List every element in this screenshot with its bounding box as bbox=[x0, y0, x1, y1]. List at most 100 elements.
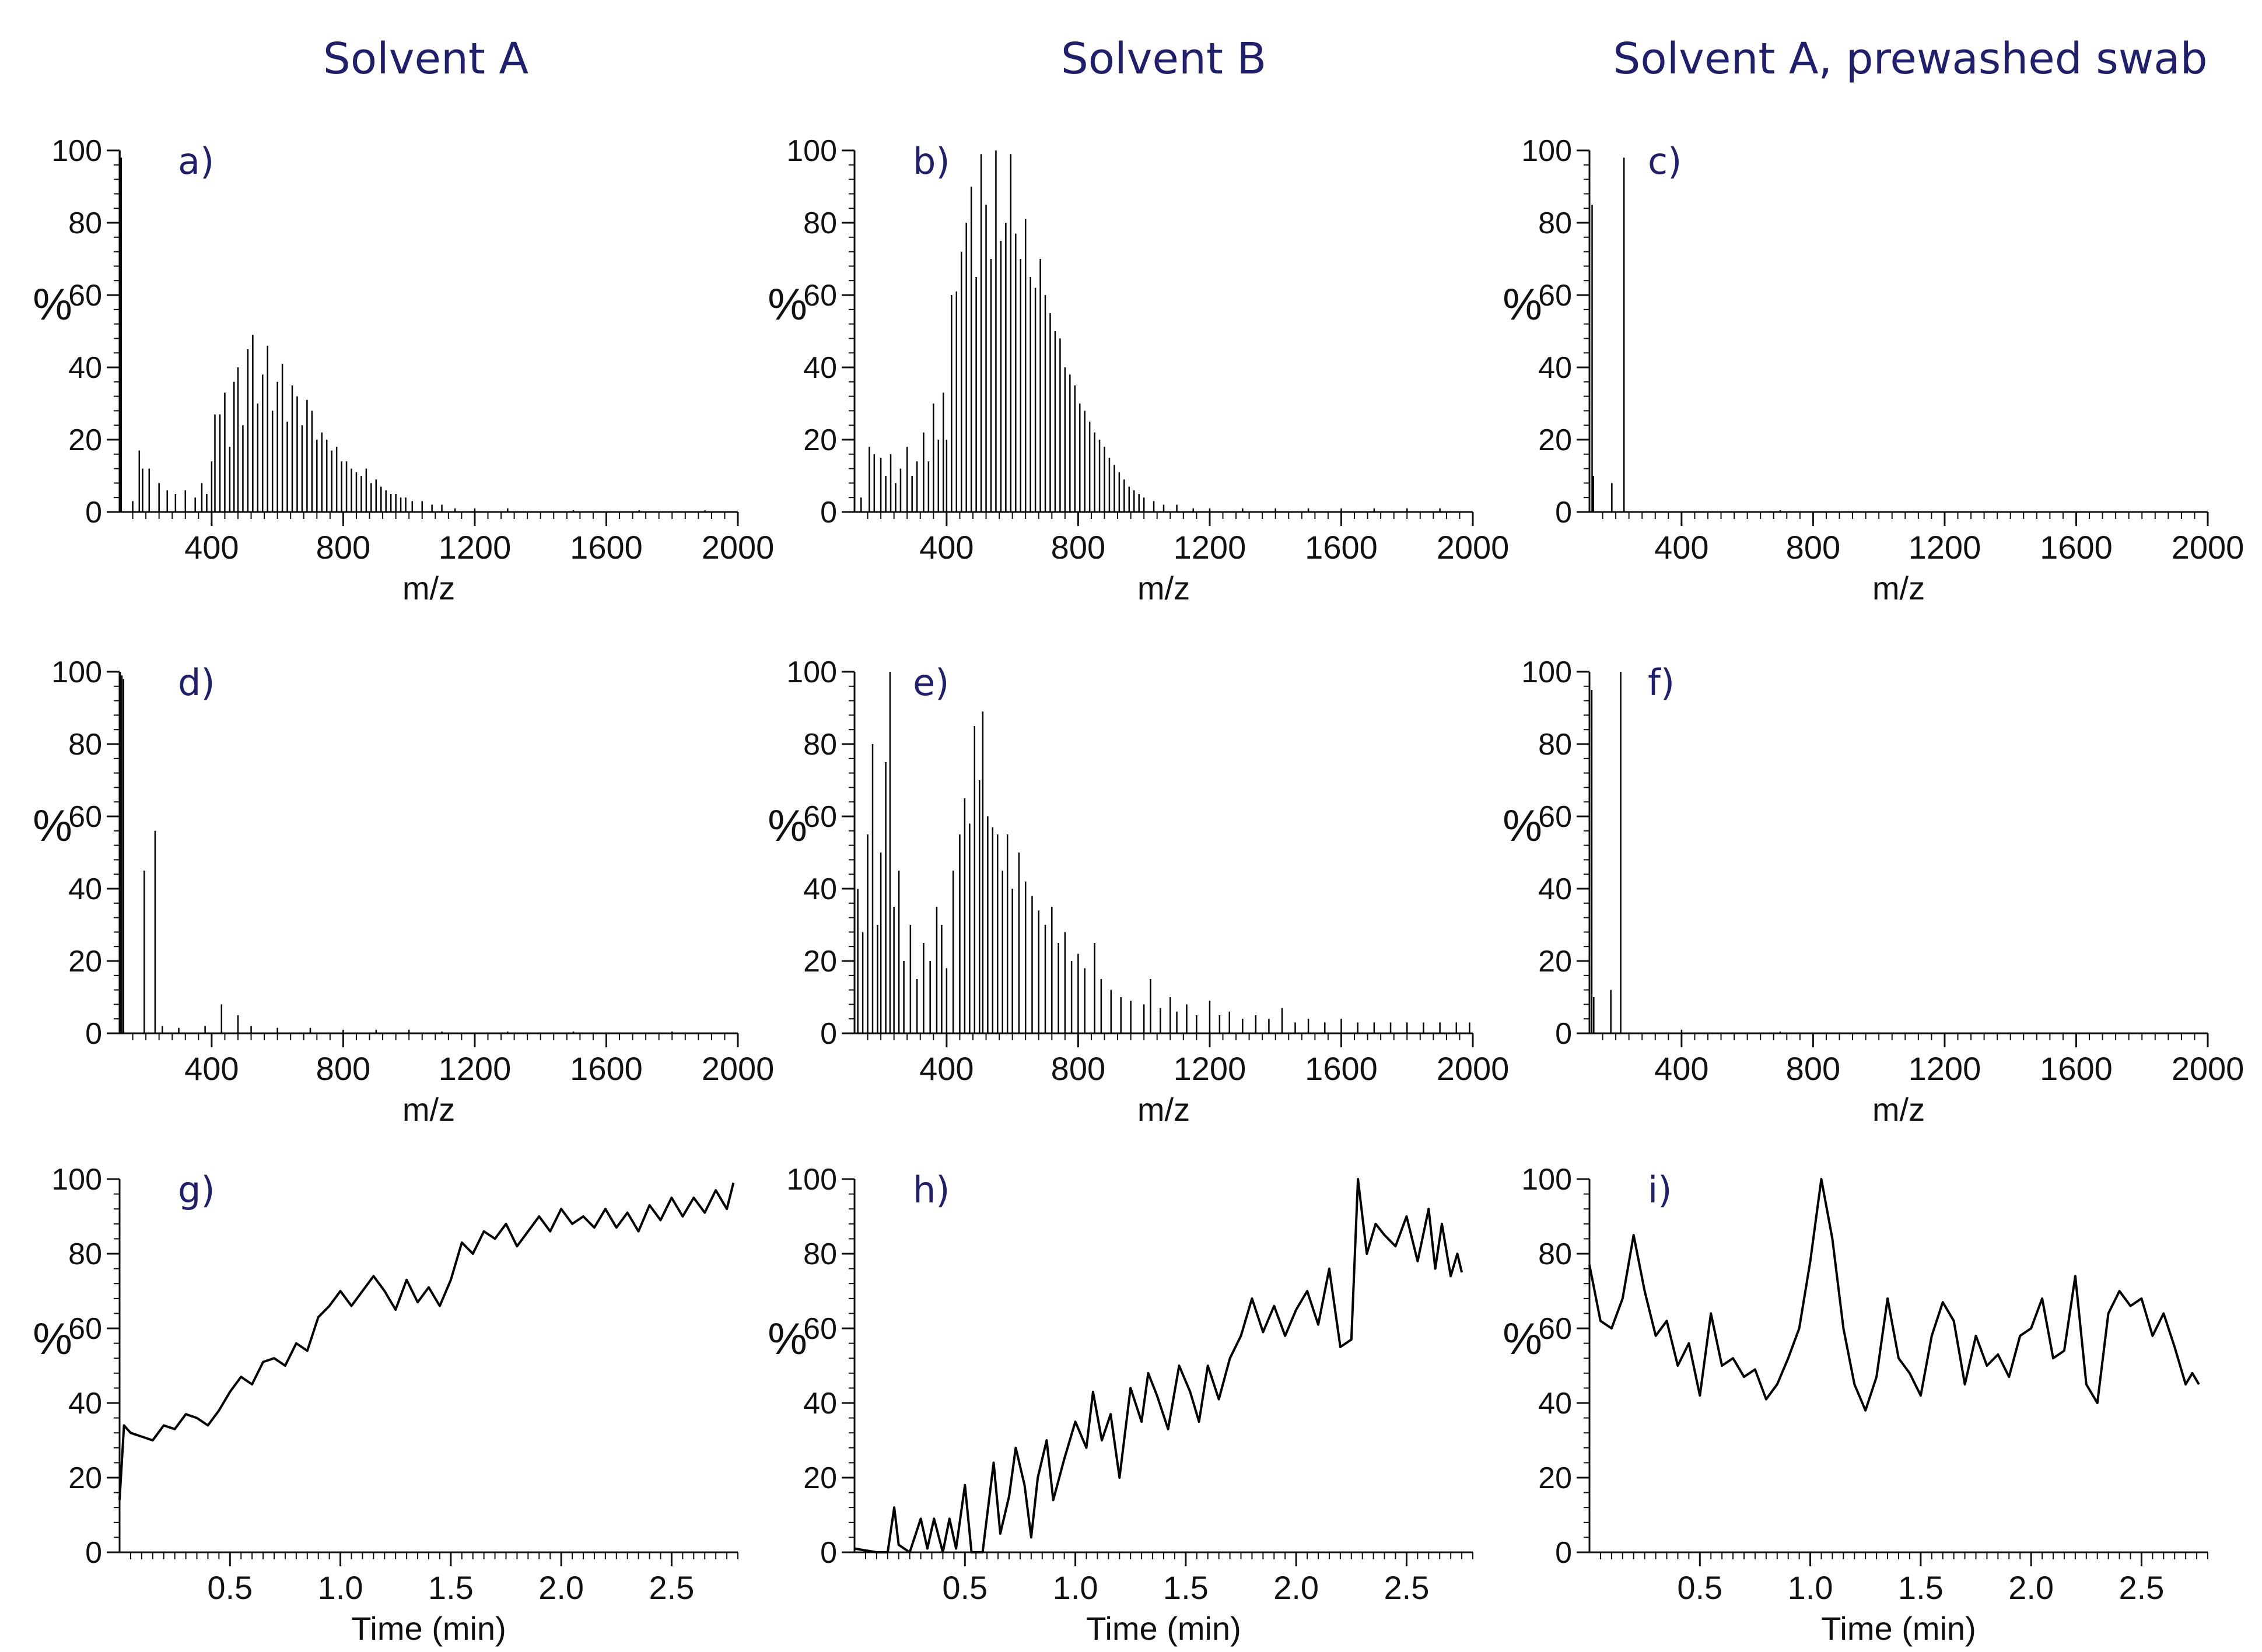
x-tick-label: 1200 bbox=[439, 1050, 512, 1087]
x-tick-label: 2000 bbox=[2172, 529, 2245, 566]
y-tick-label: 60 bbox=[1538, 800, 1572, 834]
x-tick-label: 2000 bbox=[702, 1050, 775, 1087]
x-tick-label: 1600 bbox=[570, 529, 643, 566]
y-tick-label: 0 bbox=[85, 1536, 102, 1570]
y-tick-label: 20 bbox=[1538, 423, 1572, 457]
x-tick-label: 1200 bbox=[439, 529, 512, 566]
x-tick-label: 1.0 bbox=[1788, 1569, 1833, 1606]
y-axis-label: % bbox=[33, 801, 72, 851]
panel-label: h) bbox=[913, 1169, 950, 1211]
chromatogram-line bbox=[854, 1178, 1463, 1553]
x-axis-label: Time (min) bbox=[1821, 1610, 1976, 1647]
x-tick-label: 1600 bbox=[1305, 529, 1378, 566]
x-tick-label: 2.0 bbox=[1273, 1569, 1319, 1606]
y-tick-label: 100 bbox=[51, 1163, 102, 1197]
panel-label: d) bbox=[178, 661, 215, 704]
y-tick-label: 60 bbox=[803, 800, 837, 834]
y-tick-label: 80 bbox=[68, 728, 102, 762]
x-tick-label: 1600 bbox=[2040, 529, 2113, 566]
y-axis-label: % bbox=[33, 1314, 72, 1364]
x-tick-label: 800 bbox=[1051, 1050, 1105, 1087]
y-tick-label: 20 bbox=[1538, 945, 1572, 978]
y-tick-label: 20 bbox=[68, 945, 102, 978]
y-tick-label: 100 bbox=[1521, 655, 1572, 689]
y-tick-label: 40 bbox=[1538, 351, 1572, 385]
panel-label: c) bbox=[1648, 140, 1682, 183]
x-tick-label: 400 bbox=[184, 529, 239, 566]
y-tick-label: 80 bbox=[803, 206, 837, 240]
y-tick-label: 40 bbox=[1538, 872, 1572, 906]
y-tick-label: 40 bbox=[803, 872, 837, 906]
x-tick-label: 2.5 bbox=[649, 1569, 694, 1606]
x-axis-label: m/z bbox=[1872, 1091, 1925, 1128]
y-tick-label: 20 bbox=[1538, 1461, 1572, 1495]
x-tick-label: 400 bbox=[919, 1050, 974, 1087]
x-tick-label: 2000 bbox=[2172, 1050, 2245, 1087]
y-tick-label: 0 bbox=[820, 496, 837, 529]
y-tick-label: 80 bbox=[1538, 728, 1572, 762]
y-tick-label: 0 bbox=[820, 1017, 837, 1051]
x-axis-label: m/z bbox=[402, 570, 455, 606]
chart-panel-h: 0 20 40 60 80 100 0.5 1.0 1.5 2.0 2.5 Time (min)% h) bbox=[768, 1163, 1473, 1647]
x-tick-label: 1.5 bbox=[428, 1569, 474, 1606]
y-axis-label: % bbox=[768, 801, 807, 851]
y-tick-label: 80 bbox=[68, 206, 102, 240]
x-tick-label: 1200 bbox=[1174, 1050, 1246, 1087]
x-tick-label: 2.0 bbox=[2008, 1569, 2054, 1606]
y-axis-label: % bbox=[1503, 801, 1542, 851]
x-tick-label: 1600 bbox=[2040, 1050, 2113, 1087]
chart-panel-i: 0 20 40 60 80 100 0.5 1.0 1.5 2.0 2.5 Time (min)% i) bbox=[1503, 1163, 2208, 1647]
x-tick-label: 2.0 bbox=[538, 1569, 584, 1606]
y-tick-label: 0 bbox=[1555, 1017, 1572, 1051]
panel-label: i) bbox=[1648, 1169, 1672, 1211]
y-tick-label: 20 bbox=[68, 423, 102, 457]
y-tick-label: 60 bbox=[803, 279, 837, 313]
chart-panel-f: 0 20 40 60 80 100 400 800 1200 1600 2000 m/z% f) bbox=[1503, 655, 2244, 1128]
y-tick-label: 60 bbox=[68, 1312, 102, 1346]
x-tick-label: 1200 bbox=[1909, 529, 1981, 566]
panel-label: g) bbox=[178, 1169, 215, 1211]
panel-label: a) bbox=[178, 140, 214, 183]
y-tick-label: 80 bbox=[68, 1237, 102, 1271]
panel-label: f) bbox=[1648, 661, 1675, 704]
x-tick-label: 400 bbox=[184, 1050, 239, 1087]
x-tick-label: 1600 bbox=[1305, 1050, 1378, 1087]
x-tick-label: 800 bbox=[1051, 529, 1105, 566]
chart-panel-e: 0 20 40 60 80 100 400 800 1200 1600 2000 m/z% e) bbox=[768, 655, 1509, 1128]
y-tick-label: 60 bbox=[1538, 279, 1572, 313]
x-tick-label: 1.0 bbox=[318, 1569, 363, 1606]
y-tick-label: 0 bbox=[85, 496, 102, 529]
chart-panel-g: 0 20 40 60 80 100 0.5 1.0 1.5 2.0 2.5 Time (min)% g) bbox=[33, 1163, 738, 1647]
y-tick-label: 40 bbox=[68, 1387, 102, 1420]
y-tick-label: 100 bbox=[786, 655, 837, 689]
x-tick-label: 0.5 bbox=[942, 1569, 988, 1606]
y-tick-label: 80 bbox=[803, 1237, 837, 1271]
x-tick-label: 400 bbox=[1654, 1050, 1708, 1087]
x-tick-label: 2.5 bbox=[2119, 1569, 2164, 1606]
y-axis-label: % bbox=[33, 280, 72, 329]
y-tick-label: 80 bbox=[1538, 206, 1572, 240]
y-tick-label: 80 bbox=[803, 728, 837, 762]
y-axis-label: % bbox=[768, 1314, 807, 1364]
x-tick-label: 400 bbox=[1654, 529, 1708, 566]
y-tick-label: 0 bbox=[85, 1017, 102, 1051]
y-tick-label: 20 bbox=[803, 423, 837, 457]
y-tick-label: 100 bbox=[51, 655, 102, 689]
x-tick-label: 1200 bbox=[1909, 1050, 1981, 1087]
y-tick-label: 20 bbox=[803, 945, 837, 978]
x-tick-label: 800 bbox=[316, 529, 370, 566]
y-tick-label: 60 bbox=[68, 279, 102, 313]
chromatogram-line bbox=[1588, 1178, 2200, 1412]
x-tick-label: 1600 bbox=[570, 1050, 643, 1087]
x-tick-label: 1.0 bbox=[1053, 1569, 1098, 1606]
y-tick-label: 40 bbox=[803, 351, 837, 385]
chromatogram-line bbox=[118, 1182, 735, 1500]
x-axis-label: Time (min) bbox=[351, 1610, 506, 1647]
y-tick-label: 40 bbox=[68, 351, 102, 385]
panel-label: b) bbox=[913, 140, 950, 183]
y-axis-label: % bbox=[768, 280, 807, 329]
y-axis-label: % bbox=[1503, 280, 1542, 329]
x-tick-label: 0.5 bbox=[207, 1569, 253, 1606]
y-tick-label: 60 bbox=[1538, 1312, 1572, 1346]
